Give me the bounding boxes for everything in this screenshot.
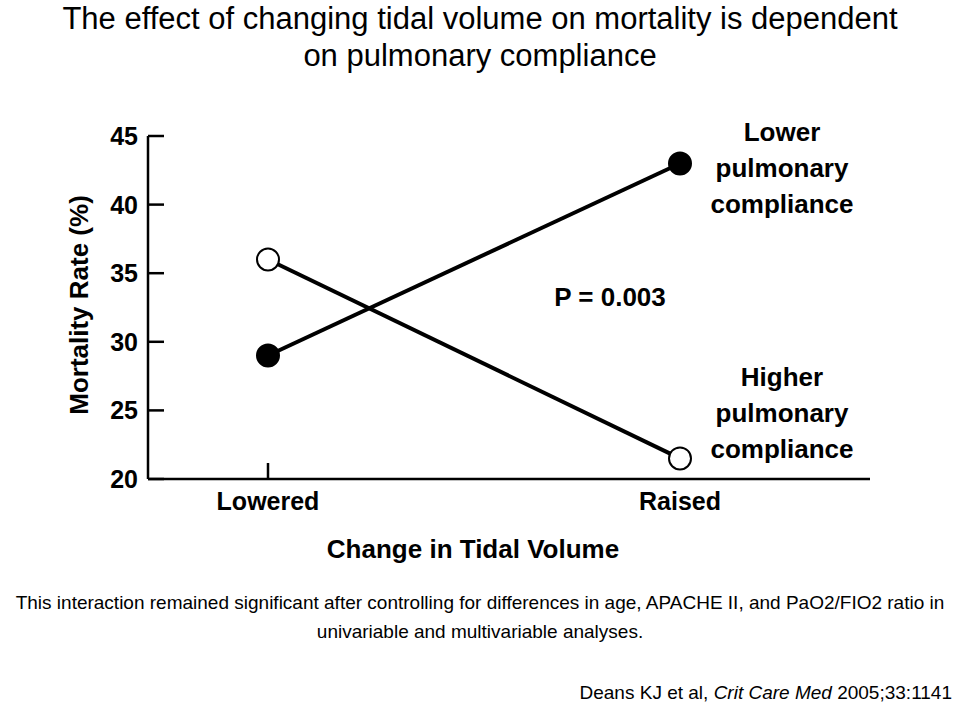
y-axis <box>147 136 150 479</box>
x-axis <box>148 478 870 481</box>
series-line <box>268 163 680 355</box>
series-marker <box>669 152 691 174</box>
chart: 20 25 30 35 40 45 Lowered Raised Change in Tidal… <box>0 0 960 709</box>
y-tick <box>148 409 164 412</box>
x-tick-label: Lowered <box>217 487 320 515</box>
series-label: Lower pulmonary compliance <box>710 117 853 219</box>
y-tick-label: 45 <box>110 122 138 150</box>
footnote: This interaction remained significant af… <box>0 588 960 646</box>
series-marker <box>257 345 279 367</box>
citation: Deans KJ et al, Crit Care Med 2005;33:11… <box>580 682 952 704</box>
y-axis-label: Mortality Rate (%) <box>64 195 94 415</box>
y-tick-label: 35 <box>110 259 138 287</box>
y-tick-label: 25 <box>110 396 138 424</box>
series-marker <box>257 248 279 270</box>
y-tick <box>148 341 164 344</box>
x-tick-label: Raised <box>639 487 721 515</box>
series-line <box>268 259 680 458</box>
x-axis-label: Change in Tidal Volume <box>327 534 619 564</box>
citation-reference: 2005;33:1141 <box>837 682 952 703</box>
title: The effect of changing tidal volume on m… <box>50 0 910 74</box>
series-label-line: Higher <box>741 362 823 392</box>
plot-area <box>257 152 691 469</box>
series-marker <box>669 447 691 469</box>
series-label: Higher pulmonary compliance <box>710 362 853 464</box>
series-label-line: pulmonary <box>716 398 849 428</box>
y-tick-label: 20 <box>110 465 138 493</box>
citation-journal: Crit Care Med <box>714 682 832 703</box>
series-label-line: compliance <box>710 434 853 464</box>
citation-authors: Deans KJ et al, <box>580 682 709 703</box>
series-label-line: pulmonary <box>716 153 849 183</box>
y-tick-label: 40 <box>110 191 138 219</box>
series-label-line: Lower <box>744 117 821 147</box>
y-tick-label: 30 <box>110 328 138 356</box>
x-tick <box>267 463 270 479</box>
series-label-line: compliance <box>710 189 853 219</box>
y-tick <box>148 203 164 206</box>
annotation: P = 0.003 <box>554 282 666 312</box>
y-tick <box>148 478 164 481</box>
y-tick <box>148 272 164 275</box>
y-tick <box>148 135 164 138</box>
